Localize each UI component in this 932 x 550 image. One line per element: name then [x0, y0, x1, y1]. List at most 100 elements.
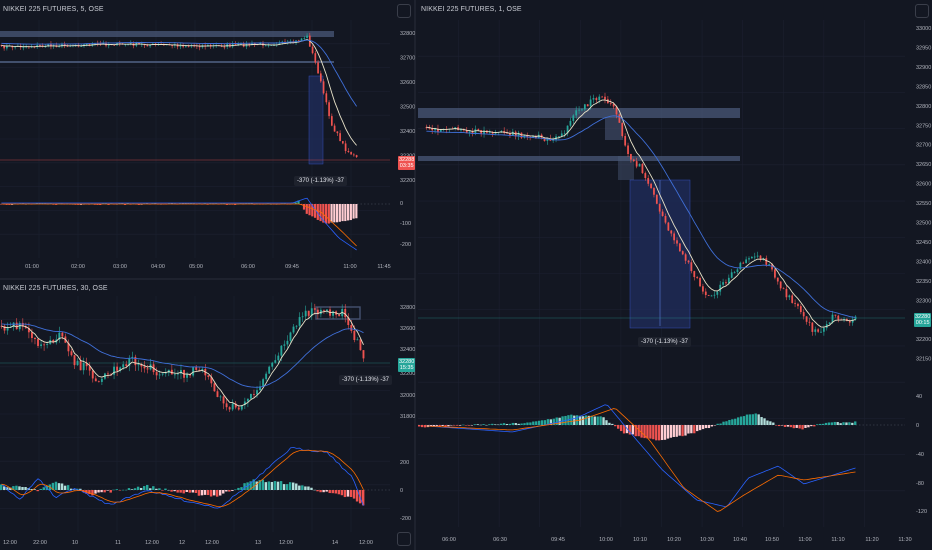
price-axis-label-30m: 32200 [400, 371, 415, 377]
bl-hist-bar [249, 481, 252, 490]
candles-layer [0, 32, 857, 506]
rr-hist-bar [775, 425, 778, 426]
price-axis-label-1m: 32550 [916, 201, 931, 207]
time-axis-label-30m: 12:00 [279, 540, 293, 546]
tl-candle [240, 43, 242, 45]
tl-candle [336, 131, 339, 134]
rr-candle [794, 302, 796, 304]
bl-candle [6, 327, 9, 331]
bl-hist-bar [295, 483, 298, 490]
tl-hist-bar [305, 204, 308, 214]
tl-candle [47, 44, 50, 47]
bl-hist-bar [6, 487, 9, 490]
price-tag-30m: 32280 15:35 [398, 358, 416, 372]
rr-candle [730, 272, 733, 278]
bl-hist-bar [158, 488, 161, 490]
time-axis-label-30m: 14 [332, 540, 338, 546]
time-axis-label-30m: 12:00 [205, 540, 219, 546]
bl-candle [164, 372, 167, 374]
rr-candle [765, 258, 768, 265]
bl-candle [37, 338, 39, 346]
rr-candle [624, 136, 627, 146]
time-axis-label-1m: 11:00 [798, 537, 811, 543]
rr-candle [748, 258, 750, 260]
pane-menu-button-5m[interactable] [397, 4, 411, 18]
rr-hist-bar [830, 422, 834, 425]
rr-hist-bar [611, 423, 614, 425]
time-axis-label-5m: 09:45 [285, 264, 299, 270]
bl-hist-bar [292, 482, 295, 490]
bl-hist-bar [313, 489, 316, 491]
bl-hist-bar [100, 490, 103, 493]
bl-candle [350, 325, 353, 331]
bl-hist-bar [219, 490, 222, 496]
rr-hist-bar [473, 424, 476, 425]
rr-hist-bar [461, 424, 465, 426]
tl-hist-bar [8, 204, 11, 205]
signal-line-5m [1, 203, 357, 247]
rr-candle [673, 233, 676, 241]
measure-label-5m: -370 (-1.13%) -37 [294, 176, 348, 186]
rr-candle [681, 251, 684, 255]
tl-candle [253, 43, 256, 45]
rr-candle [581, 109, 583, 111]
rr-hist-bar [780, 425, 784, 426]
bl-hist-bar [121, 489, 125, 491]
bl-hist-bar [152, 486, 155, 490]
bl-candle [359, 339, 362, 351]
pane-menu-button-30m[interactable] [397, 532, 411, 546]
bl-hist-bar [36, 490, 39, 492]
rr-candle [710, 295, 713, 297]
bl-hist-bar [270, 482, 274, 490]
rr-hist-bar [663, 425, 667, 440]
indicator-axis-label-1m: -40 [916, 452, 924, 458]
bl-candle [289, 332, 292, 341]
bl-hist-bar [88, 490, 91, 495]
rr-candle [471, 131, 474, 134]
rr-hist-bar [499, 423, 503, 425]
time-axis-label-1m: 06:30 [493, 537, 507, 543]
rr-hist-bar [678, 425, 681, 436]
tl-hist-bar [41, 203, 44, 204]
rr-hist-bar [546, 419, 550, 425]
measure-label-1m: -370 (-1.13%) -37 [638, 337, 692, 347]
tl-candle [63, 43, 66, 46]
price-axis-label-5m: 32400 [400, 129, 415, 135]
rr-hist-bar [640, 425, 643, 438]
rr-candle [776, 277, 779, 282]
bl-hist-bar [185, 490, 188, 492]
rr-hist-bar [660, 425, 664, 441]
tl-candle [138, 42, 140, 45]
rr-hist-bar [690, 425, 693, 434]
tl-hist-bar [311, 204, 314, 217]
rr-candle [506, 132, 508, 134]
price-axis-label-30m: 31800 [400, 414, 415, 420]
rr-candle [517, 132, 520, 137]
bl-candle [113, 366, 116, 375]
rr-candle [437, 128, 439, 132]
rr-hist-bar [845, 422, 848, 425]
tl-candle [333, 125, 336, 132]
bl-hist-bar [63, 485, 67, 490]
bl-hist-bar [167, 489, 170, 491]
rr-hist-bar [529, 422, 532, 425]
tl-candle [344, 143, 347, 152]
rr-hist-bar [590, 415, 594, 425]
ma-slow-5m [1, 39, 357, 107]
rr-hist-bar [731, 419, 734, 425]
rr-hist-bar [704, 425, 708, 429]
rr-candle [725, 282, 727, 284]
bl-hist-bar [3, 486, 6, 490]
rr-candle [742, 262, 745, 264]
rr-candle [831, 314, 834, 323]
bl-hist-bar [212, 490, 216, 496]
rr-hist-bar [535, 421, 538, 425]
rr-hist-bar [751, 414, 754, 425]
rr-candle [788, 295, 791, 298]
bl-hist-bar [170, 490, 173, 492]
bl-hist-bar [346, 490, 350, 497]
tl-hist-bar [341, 204, 344, 222]
pane-menu-button-1m[interactable] [915, 4, 929, 18]
rr-hist-bar [760, 417, 763, 425]
